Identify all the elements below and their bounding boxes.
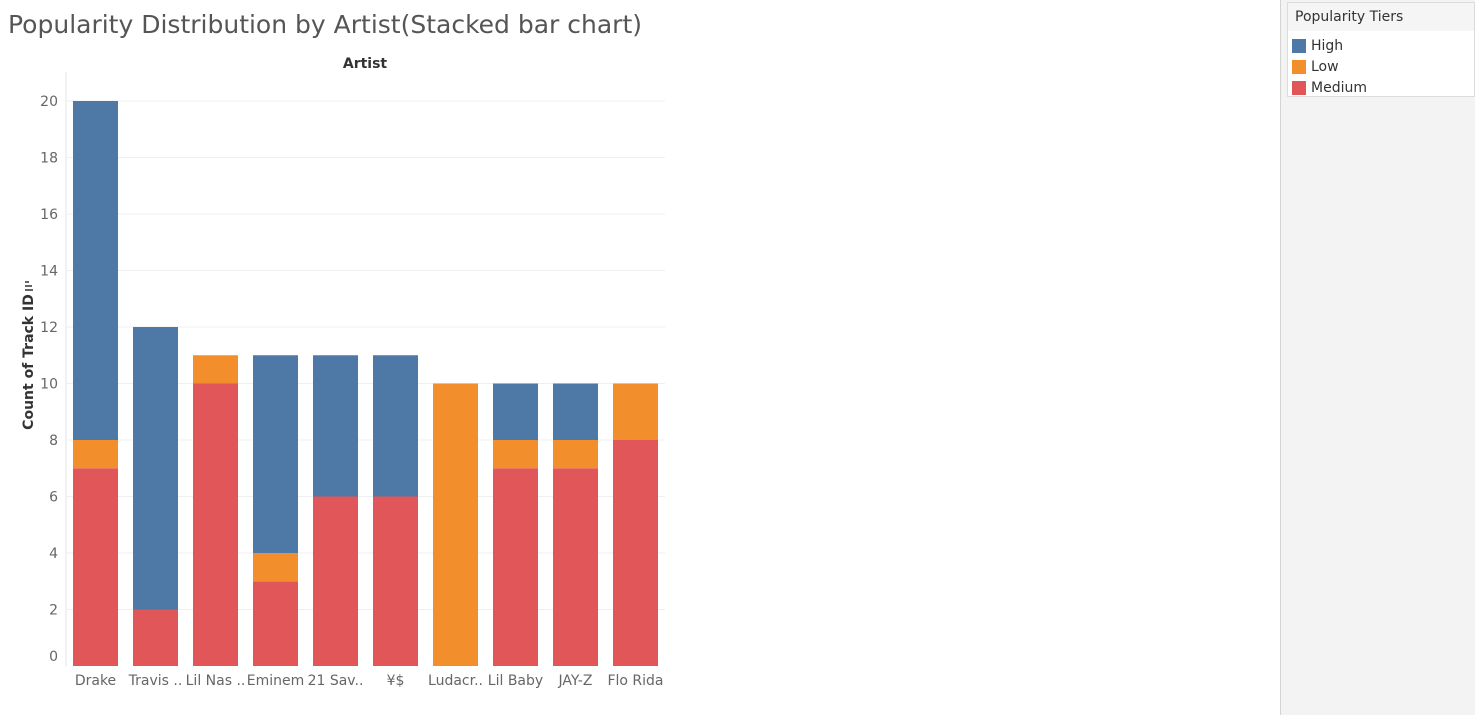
bar-stack[interactable] [613,383,658,667]
bar-stack[interactable] [313,355,358,666]
x-tick-label: Flo Rida [607,673,663,689]
bar-stack[interactable] [193,355,238,666]
legend-label-high: High [1311,37,1344,54]
bar-segment-low[interactable] [73,440,118,469]
legend: Popularity Tiers High Low Medium [1287,2,1475,97]
bar-segment-high[interactable] [313,355,358,497]
y-tick-label: 2 [49,603,58,619]
sort-icon[interactable] [25,281,33,291]
stacked-bar-chart: 0 2 4 6 8 10 12 14 16 18 20 Drake Travis .. Lil Nas … [21,56,665,689]
bar-segment-high[interactable] [373,355,418,497]
bar-segment-low[interactable] [553,440,598,469]
bar-segment-high[interactable] [253,355,298,553]
bar-segment-medium[interactable] [73,468,118,666]
x-tick-label: Eminem [247,673,305,689]
bar-segment-medium[interactable] [253,581,298,666]
legend-item-medium[interactable]: Medium [1288,77,1474,98]
x-tick-label: Ludacr.. [428,673,483,689]
bar-segment-medium[interactable] [313,496,358,667]
y-tick-label: 0 [49,649,58,665]
y-tick-label: 14 [40,264,58,280]
x-tick-label: Travis .. [128,673,183,689]
bar-segment-low[interactable] [253,553,298,582]
x-tick-label: 21 Sav.. [308,673,364,689]
x-tick-label: Lil Baby [488,673,543,689]
legend-item-low[interactable]: Low [1288,56,1474,77]
x-axis-title: Artist [343,56,388,72]
bar-segment-medium[interactable] [373,496,418,667]
y-tick-label: 8 [49,433,58,449]
x-tick-label: JAY-Z [558,673,593,689]
legend-swatch-low [1292,59,1306,74]
bar-stack[interactable] [133,327,178,666]
bar-segment-medium[interactable] [553,468,598,666]
y-axis-title-group: Count of Track ID [21,281,37,430]
bar-stack[interactable] [553,383,598,667]
legend-swatch-high [1292,38,1306,53]
page-title: Popularity Distribution by Artist(Stacke… [8,10,643,39]
bar-segment-medium[interactable] [133,609,178,667]
legend-title: Popularity Tiers [1288,3,1474,31]
legend-label-medium: Medium [1311,79,1367,96]
y-axis-title: Count of Track ID [21,294,37,430]
bar-segment-low[interactable] [193,355,238,384]
bar-segment-medium[interactable] [613,440,658,666]
bar-segment-low[interactable] [493,440,538,469]
y-tick-label: 18 [40,151,58,167]
y-tick-label: 6 [49,490,58,506]
x-tick-label: Lil Nas .. [186,673,246,689]
y-axis-ticks: 0 2 4 6 8 10 12 14 16 18 20 [40,94,58,665]
bar-segment-high[interactable] [73,101,118,440]
bar-segment-high[interactable] [553,383,598,441]
bar-stack[interactable] [373,355,418,666]
legend-label-low: Low [1311,58,1339,75]
bar-stack[interactable] [493,383,538,667]
y-tick-label: 10 [40,377,58,393]
bar-stack[interactable] [433,383,478,667]
legend-items: High Low Medium [1288,31,1474,98]
bar-stack[interactable] [253,355,298,666]
y-tick-label: 12 [40,320,58,336]
legend-swatch-medium [1292,80,1306,95]
bar-segment-high[interactable] [493,383,538,441]
bar-segment-medium[interactable] [493,468,538,666]
y-tick-label: 16 [40,207,58,223]
bar-segment-low[interactable] [433,383,478,667]
bar-segment-low[interactable] [613,383,658,441]
legend-item-high[interactable]: High [1288,35,1474,56]
x-axis-ticks: Drake Travis .. Lil Nas .. Eminem 21 Sav.. ¥$… [75,673,664,689]
bar-segment-medium[interactable] [193,383,238,667]
bars-layer [73,101,658,666]
x-tick-label: ¥$ [387,673,405,689]
bar-stack[interactable] [73,101,118,666]
x-tick-label: Drake [75,673,116,689]
side-panel [1280,0,1475,715]
y-tick-label: 4 [49,546,58,562]
y-tick-label: 20 [40,94,58,110]
bar-segment-high[interactable] [133,327,178,610]
